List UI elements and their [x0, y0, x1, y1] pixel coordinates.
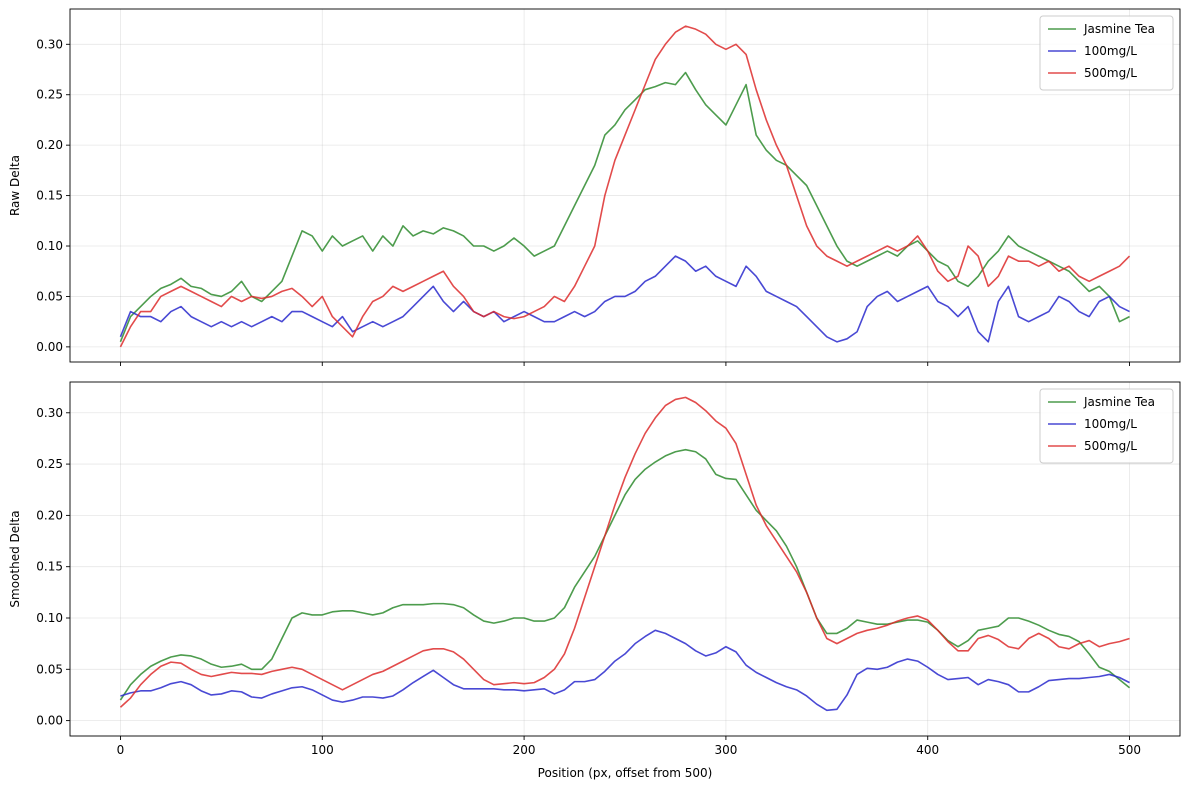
smoothed-y-axis-title: Smoothed Delta: [8, 510, 22, 607]
smoothed-x-axis-title: Position (px, offset from 500): [538, 766, 713, 780]
smoothed-legend-label-500mg-l: 500mg/L: [1084, 439, 1137, 453]
smoothed-series-line-500mg-l: [119, 396, 1130, 708]
raw-legend: Jasmine Tea 100mg/L 500mg/L: [1039, 15, 1174, 91]
raw-delta-panel: 0.00 0.05 0.10 0.15 0.20 0.25 0.30 Raw Delta Jas…: [8, 8, 1181, 366]
smoothed-x-tick-label: 0: [117, 743, 125, 757]
smoothed-y-tick-label: 0.00: [36, 714, 63, 728]
smoothed-legend: Jasmine Tea 100mg/L 500mg/L: [1039, 388, 1174, 464]
smoothed-x-tick-label: 100: [311, 743, 334, 757]
smoothed-x-tick-label: 400: [916, 743, 939, 757]
raw-series-line-jasmine-tea: [119, 71, 1130, 343]
smoothed-series-line-100mg-l: [120, 629, 1130, 712]
smoothed-y-tick-label: 0.30: [36, 406, 63, 420]
smoothed-y-tick-label: 0.25: [36, 457, 63, 471]
smoothed-legend-box: [1039, 388, 1174, 464]
smoothed-y-tick-label: 0.10: [36, 611, 63, 625]
smoothed-delta-panel: 0 100 200 300 400 500 0.00 0.05 0.10 0.15 0.20 0.25…: [8, 381, 1181, 780]
raw-y-tick-label: 0.30: [36, 37, 63, 51]
raw-series-line-500mg-l: [119, 25, 1131, 348]
smoothed-axes-frame: [69, 381, 1181, 737]
raw-axes-frame: [69, 8, 1181, 363]
smoothed-x-tick-label: 300: [714, 743, 737, 757]
raw-legend-label-jasmine-tea: Jasmine Tea: [1083, 22, 1155, 36]
smoothed-y-tick-label: 0.15: [36, 560, 63, 574]
smoothed-x-tick-label: 500: [1118, 743, 1141, 757]
smoothed-series-line-jasmine-tea: [119, 448, 1131, 701]
raw-y-tick-label: 0.15: [36, 189, 63, 203]
smoothed-legend-label-jasmine-tea: Jasmine Tea: [1083, 395, 1155, 409]
raw-y-tick-label: 0.05: [36, 289, 63, 303]
smoothed-x-tick-label: 200: [513, 743, 536, 757]
smoothed-y-tick-label: 0.20: [36, 508, 63, 522]
smoothed-y-tick-label: 0.05: [36, 662, 63, 676]
raw-y-tick-label: 0.25: [36, 88, 63, 102]
raw-legend-box: [1039, 15, 1174, 91]
raw-y-tick-label: 0.10: [36, 239, 63, 253]
raw-y-axis-title: Raw Delta: [8, 155, 22, 216]
raw-legend-label-100mg-l: 100mg/L: [1084, 44, 1137, 58]
smoothed-legend-label-100mg-l: 100mg/L: [1084, 417, 1137, 431]
raw-y-tick-label: 0.20: [36, 138, 63, 152]
raw-y-tick-label: 0.00: [36, 340, 63, 354]
raw-legend-label-500mg-l: 500mg/L: [1084, 66, 1137, 80]
raw-series-line-100mg-l: [119, 255, 1130, 343]
